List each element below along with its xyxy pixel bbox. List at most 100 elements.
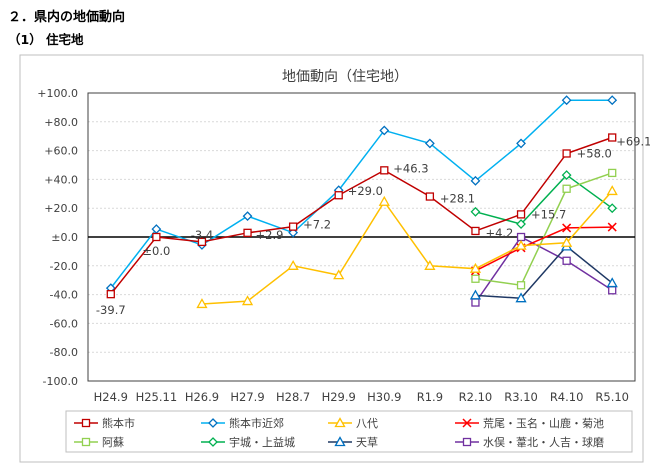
x-tick-label: R4.10 [550, 390, 584, 404]
series-line [201, 190, 613, 305]
x-tick-label: R5.10 [595, 390, 629, 404]
data-point [208, 437, 218, 447]
x-tick-label: H30.9 [367, 390, 401, 404]
data-point [469, 289, 482, 300]
series-line [475, 172, 613, 287]
data-point [241, 295, 254, 306]
x-tick-label: H27.9 [230, 390, 264, 404]
y-tick-label: ±0.0 [51, 231, 78, 244]
data-point [516, 219, 526, 229]
data-point [424, 138, 435, 149]
x-tick-label: R3.10 [504, 390, 538, 404]
data-point [562, 256, 571, 265]
section-heading: ２．県内の地価動向 [8, 10, 126, 25]
legend-label: 水俣・葦北・人吉・球磨 [483, 435, 604, 449]
y-tick-label: +20.0 [44, 202, 78, 215]
y-tick-label: -20.0 [50, 260, 78, 273]
series-line [475, 245, 613, 299]
data-point [380, 166, 389, 175]
data-point [606, 277, 618, 288]
data-point [606, 185, 618, 196]
y-tick-label: +40.0 [44, 173, 78, 186]
y-tick-label: -80.0 [50, 346, 78, 359]
data-label: +4.2 [485, 226, 513, 240]
data-point [561, 95, 572, 106]
data-point [334, 191, 343, 200]
data-point [425, 192, 435, 201]
data-point [379, 125, 390, 136]
series-line [110, 136, 613, 295]
data-point [515, 292, 527, 303]
data-label: -39.7 [96, 303, 126, 317]
chart-frame [19, 54, 644, 463]
legend-box [65, 410, 633, 453]
legend-label: 熊本市近郊 [229, 416, 284, 430]
series-line [474, 236, 613, 303]
data-label: +28.1 [440, 192, 475, 206]
chart-title: 地価動向（住宅地） [282, 69, 408, 85]
legend-label: 熊本市 [102, 416, 135, 430]
data-point [152, 232, 161, 242]
data-point [333, 269, 345, 280]
data-label: +2.9 [256, 228, 284, 242]
series-line [110, 99, 613, 289]
data-point [607, 222, 617, 232]
data-point [334, 417, 346, 428]
x-tick-label: H28.7 [276, 390, 310, 404]
data-label: -3.4 [191, 228, 213, 242]
data-point [81, 418, 91, 428]
data-point [197, 237, 207, 247]
data-point [462, 437, 472, 447]
series-line [475, 174, 613, 225]
data-point [516, 232, 526, 242]
data-point [470, 206, 481, 217]
data-label: +69.1 [616, 134, 650, 148]
legend-label: 荒尾・玉名・山鹿・菊池 [483, 416, 604, 430]
data-point [334, 436, 346, 447]
data-point [562, 223, 572, 233]
data-label: +58.0 [577, 146, 612, 160]
data-point [471, 274, 480, 283]
data-point [562, 184, 571, 193]
data-point [462, 418, 472, 428]
data-point [106, 290, 115, 299]
data-point [288, 222, 298, 231]
y-tick-label: -60.0 [50, 317, 78, 330]
data-point [607, 95, 618, 106]
data-point [242, 211, 253, 222]
data-point [471, 226, 480, 236]
data-point [470, 175, 481, 186]
y-tick-label: +60.0 [44, 145, 78, 158]
data-point [196, 298, 208, 309]
data-point [378, 195, 390, 206]
y-tick-label: +100.0 [37, 87, 78, 100]
series-line [475, 226, 613, 272]
y-tick-label: -40.0 [50, 289, 78, 302]
legend-label: 阿蘇 [102, 436, 124, 449]
data-label: +15.7 [531, 207, 566, 221]
x-tick-label: H24.9 [94, 390, 128, 404]
data-label: +29.0 [348, 184, 383, 198]
y-tick-label: -100.0 [43, 375, 78, 388]
data-label: +7.2 [303, 218, 331, 232]
data-point [515, 239, 527, 250]
data-point [469, 262, 482, 273]
x-tick-label: H25.11 [136, 390, 178, 404]
data-point [561, 170, 572, 180]
subsection-heading: （1） 住宅地 [8, 32, 84, 47]
legend-label: 八代 [356, 417, 378, 430]
x-tick-label: H26.9 [185, 390, 219, 404]
x-tick-label: R2.10 [459, 390, 493, 404]
data-label: +46.3 [393, 161, 428, 175]
data-point [608, 168, 617, 178]
data-point [562, 149, 571, 158]
data-point [471, 298, 480, 307]
data-point [516, 138, 526, 149]
data-label: ±0.0 [142, 244, 170, 258]
data-point [424, 259, 436, 270]
data-point [516, 281, 526, 290]
y-tick-label: +80.0 [44, 116, 78, 129]
data-point [516, 210, 526, 219]
data-point [208, 418, 218, 428]
